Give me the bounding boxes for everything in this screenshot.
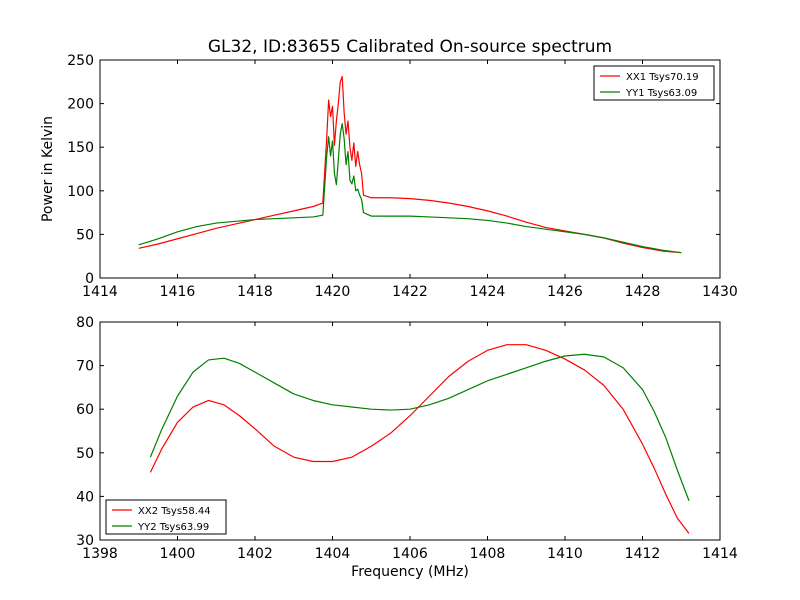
x-tick-label: 1424 — [470, 284, 506, 300]
y-tick-label: 60 — [76, 402, 94, 418]
y-axis-label: Power in Kelvin — [40, 116, 56, 222]
x-tick-label: 1414 — [702, 546, 738, 562]
x-tick-label: 1398 — [82, 546, 118, 562]
y-tick-label: 30 — [76, 533, 94, 549]
x-tick-label: 1400 — [160, 546, 196, 562]
figure-title: GL32, ID:83655 Calibrated On-source spec… — [208, 37, 612, 57]
series-line-1-2 — [138, 123, 682, 254]
y-tick-label: 100 — [67, 184, 94, 200]
legend-label: XX2 Tsys58.44 — [138, 506, 211, 517]
y-tick-label: 50 — [76, 227, 94, 243]
y-tick-label: 250 — [67, 53, 94, 69]
x-tick-label: 1420 — [315, 284, 351, 300]
legend-label: XX1 Tsys70.19 — [626, 72, 699, 83]
x-tick-label: 1426 — [547, 284, 583, 300]
legend: XX2 Tsys58.44 YY2 Tsys63.99 — [105, 499, 227, 535]
y-tick-label: 70 — [76, 359, 94, 375]
legend-label: YY1 Tsys63.09 — [625, 88, 697, 99]
x-axis-label: Frequency (MHz) — [351, 564, 469, 580]
chart-panel-1: 1414 1416 1418 1420 1422 1424 1426 1428 1430 0 50 1… — [40, 53, 738, 300]
x-tick-label: 1416 — [160, 284, 196, 300]
x-tick-label: 1412 — [625, 546, 661, 562]
legend-box — [105, 499, 227, 535]
series-line-2-2 — [149, 353, 690, 501]
legend-label: YY2 Tsys63.99 — [137, 522, 209, 533]
plots-group: 1414 1416 1418 1420 1422 1424 1426 1428 14300501… — [40, 53, 738, 580]
y-tick-label: 0 — [85, 271, 94, 287]
x-tick-label: 1408 — [470, 546, 506, 562]
y-tick-label: 200 — [67, 97, 94, 113]
x-tick-label: 1406 — [392, 546, 428, 562]
x-tick-label: 1422 — [392, 284, 428, 300]
y-tick-label: 80 — [76, 315, 94, 331]
legend: XX1 Tsys70.19 YY1 Tsys63.09 — [593, 65, 715, 101]
x-tick-label: 1430 — [702, 284, 738, 300]
series-line-1-1 — [138, 75, 682, 254]
y-tick-label: 40 — [76, 489, 94, 505]
x-tick-label: 1402 — [237, 546, 273, 562]
legend-box — [593, 65, 715, 101]
series-line-2-1 — [149, 344, 690, 534]
chart-panel-2: 1398 1400 1402 1404 1406 1408 1410 1412 1414 30 40… — [76, 315, 738, 580]
y-tick-label: 50 — [76, 446, 94, 462]
x-tick-label: 1428 — [625, 284, 661, 300]
x-tick-label: 1414 — [82, 284, 118, 300]
x-tick-label: 1410 — [547, 546, 583, 562]
x-tick-label: 1404 — [315, 546, 351, 562]
y-tick-label: 150 — [67, 140, 94, 156]
x-tick-label: 1418 — [237, 284, 273, 300]
